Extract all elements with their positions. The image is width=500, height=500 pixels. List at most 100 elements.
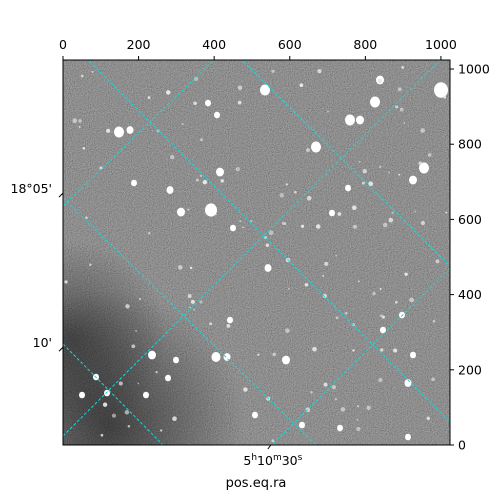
faint-star-4 xyxy=(102,402,108,407)
star-18 xyxy=(223,353,231,361)
top-tick-label-0: 0 xyxy=(59,37,67,52)
faint-star-51 xyxy=(317,68,322,74)
faint-star-29 xyxy=(237,85,243,91)
sky-image xyxy=(63,60,450,445)
star-10 xyxy=(177,207,185,217)
faint-star-14 xyxy=(187,294,192,298)
faint-star-122 xyxy=(380,348,384,352)
faint-star-41 xyxy=(193,76,199,82)
faint-star-28 xyxy=(310,390,313,394)
faint-star-52 xyxy=(181,122,184,126)
stars xyxy=(64,66,448,443)
faint-star-12 xyxy=(388,171,391,174)
star-11 xyxy=(166,186,174,194)
star-19 xyxy=(282,355,290,365)
faint-star-53 xyxy=(135,329,138,332)
faint-star-43 xyxy=(361,181,365,185)
coordinate-grid xyxy=(63,60,450,445)
faint-star-79 xyxy=(420,128,425,133)
star-32 xyxy=(337,424,343,432)
faint-star-50 xyxy=(322,293,327,299)
faint-star-11 xyxy=(382,222,388,228)
faint-star-49 xyxy=(215,213,217,216)
faint-star-45 xyxy=(220,179,224,183)
grid-line-0 xyxy=(87,60,450,423)
faint-star-85 xyxy=(170,154,175,160)
right-tick-label-2: 400 xyxy=(458,287,482,302)
faint-star-70 xyxy=(344,311,348,315)
star-15 xyxy=(264,264,272,272)
faint-star-34 xyxy=(147,96,151,99)
faint-star-24 xyxy=(189,266,193,270)
faint-star-119 xyxy=(137,382,139,385)
dec-tick-0 xyxy=(58,192,64,198)
faint-star-98 xyxy=(187,208,190,211)
star-24 xyxy=(230,224,236,232)
faint-star-99 xyxy=(243,387,248,392)
ra-tick xyxy=(267,444,272,450)
faint-star-112 xyxy=(281,221,286,226)
faint-star-136 xyxy=(443,95,447,99)
faint-star-103 xyxy=(337,212,342,216)
faint-star-139 xyxy=(148,232,151,235)
star-36 xyxy=(165,374,171,382)
star-5 xyxy=(356,115,364,125)
faint-star-60 xyxy=(99,166,103,170)
star-6 xyxy=(114,126,124,138)
faint-star-127 xyxy=(323,382,328,387)
star-31 xyxy=(173,356,179,364)
faint-star-84 xyxy=(356,405,360,408)
faint-star-80 xyxy=(391,211,394,214)
star-27 xyxy=(227,316,233,324)
right-tick-label-0: 0 xyxy=(458,438,466,453)
star-30 xyxy=(410,351,416,359)
faint-star-2 xyxy=(82,146,86,150)
faint-star-128 xyxy=(78,126,81,128)
faint-star-20 xyxy=(199,300,203,304)
faint-star-95 xyxy=(190,299,195,304)
star-8 xyxy=(311,141,321,153)
grid-line-7 xyxy=(63,197,317,445)
faint-star-89 xyxy=(358,280,360,283)
faint-star-76 xyxy=(321,274,325,278)
faint-star-58 xyxy=(80,74,84,78)
dec-tick-1 xyxy=(58,346,64,352)
faint-star-13 xyxy=(72,118,78,123)
faint-star-97 xyxy=(403,122,406,124)
star-17 xyxy=(211,352,221,362)
faint-star-10 xyxy=(331,385,336,390)
dec-axis: 18°05' 10' xyxy=(11,181,64,352)
faint-star-90 xyxy=(106,128,111,133)
faint-star-134 xyxy=(366,405,371,410)
faint-star-36 xyxy=(334,397,338,401)
faint-star-77 xyxy=(304,283,309,287)
right-tick-label-3: 600 xyxy=(458,212,482,227)
faint-star-42 xyxy=(397,87,402,92)
x-axis-label: pos.eq.ra xyxy=(226,476,287,491)
faint-star-68 xyxy=(237,100,242,105)
star-2 xyxy=(434,82,448,98)
faint-star-69 xyxy=(377,78,382,84)
faint-star-5 xyxy=(235,166,240,172)
faint-star-73 xyxy=(299,83,304,88)
faint-star-129 xyxy=(352,205,357,210)
faint-star-118 xyxy=(199,174,203,178)
faint-star-91 xyxy=(100,433,104,437)
star-38 xyxy=(104,389,110,397)
dec-tick-label-1: 10' xyxy=(33,335,52,350)
grid-line-4 xyxy=(271,267,450,445)
faint-star-71 xyxy=(409,297,414,303)
faint-star-86 xyxy=(159,429,163,432)
star-26 xyxy=(345,184,351,192)
faint-star-107 xyxy=(202,179,208,185)
faint-star-75 xyxy=(418,161,423,166)
grid-line-2 xyxy=(63,60,215,207)
faint-star-63 xyxy=(435,259,440,264)
faint-star-3 xyxy=(335,316,339,320)
faint-star-132 xyxy=(265,243,270,248)
faint-star-9 xyxy=(64,280,68,284)
faint-star-114 xyxy=(172,416,177,422)
faint-star-72 xyxy=(315,224,321,229)
star-0 xyxy=(260,84,270,96)
faint-star-65 xyxy=(89,263,92,267)
